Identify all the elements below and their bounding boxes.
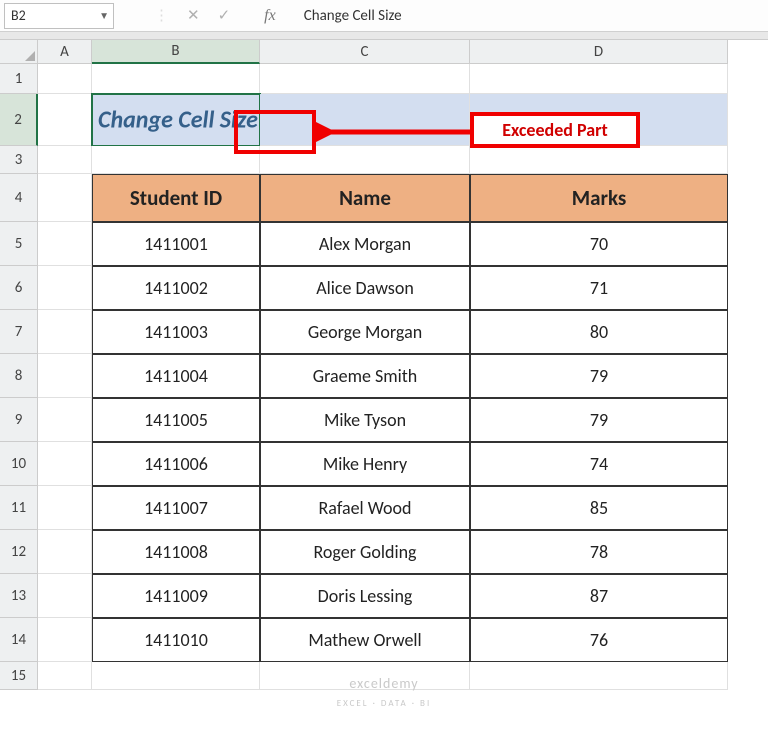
table-header-name[interactable]: Name	[260, 174, 470, 222]
formula-bar-row: B2 ▼ ⋮ ✕ ✓ fx Change Cell Size	[0, 0, 768, 32]
cell-B1[interactable]	[92, 64, 260, 94]
table-cell[interactable]: 1411007	[92, 486, 260, 530]
table-cell[interactable]: Roger Golding	[260, 530, 470, 574]
name-box-value: B2	[11, 7, 26, 24]
table-cell[interactable]: 70	[470, 222, 728, 266]
table-cell[interactable]: 79	[470, 398, 728, 442]
annotation-label-text: Exceeded Part	[502, 119, 608, 141]
row-header-5[interactable]: 5	[0, 222, 38, 266]
annotation-label: Exceeded Part	[470, 112, 640, 148]
table-header-student-id[interactable]: Student ID	[92, 174, 260, 222]
table-header-marks[interactable]: Marks	[470, 174, 728, 222]
cell-B2[interactable]: Change Cell Size	[92, 94, 260, 146]
cell-A14[interactable]	[38, 618, 92, 662]
cell-A6[interactable]	[38, 266, 92, 310]
table-cell[interactable]: 1411006	[92, 442, 260, 486]
cell-D1[interactable]	[470, 64, 728, 94]
spreadsheet-grid[interactable]: ABCD12Change Cell Size34Student IDNameMa…	[0, 40, 768, 690]
col-header-A[interactable]: A	[38, 40, 92, 64]
table-cell[interactable]: 1411003	[92, 310, 260, 354]
cell-A1[interactable]	[38, 64, 92, 94]
table-cell[interactable]: 1411004	[92, 354, 260, 398]
table-cell[interactable]: 1411005	[92, 398, 260, 442]
col-header-C[interactable]: C	[260, 40, 470, 64]
cell-D3[interactable]	[470, 146, 728, 174]
col-header-D[interactable]: D	[470, 40, 728, 64]
table-cell[interactable]: Alex Morgan	[260, 222, 470, 266]
table-cell[interactable]: 74	[470, 442, 728, 486]
cell-A12[interactable]	[38, 530, 92, 574]
cell-D15[interactable]	[470, 662, 728, 690]
cell-A11[interactable]	[38, 486, 92, 530]
cell-A3[interactable]	[38, 146, 92, 174]
row-header-4[interactable]: 4	[0, 174, 38, 222]
cell-A9[interactable]	[38, 398, 92, 442]
row-header-8[interactable]: 8	[0, 354, 38, 398]
cell-C3[interactable]	[260, 146, 470, 174]
ribbon-divider	[0, 32, 768, 40]
formula-bar-icons: ⋮ ✕ ✓ fx	[154, 6, 276, 25]
row-header-12[interactable]: 12	[0, 530, 38, 574]
table-cell[interactable]: George Morgan	[260, 310, 470, 354]
col-header-B[interactable]: B	[92, 40, 260, 64]
table-cell[interactable]: 87	[470, 574, 728, 618]
table-cell[interactable]: Mathew Orwell	[260, 618, 470, 662]
cell-B3[interactable]	[92, 146, 260, 174]
cancel-icon[interactable]: ✕	[187, 6, 200, 25]
table-cell[interactable]: 1411001	[92, 222, 260, 266]
table-cell[interactable]: 76	[470, 618, 728, 662]
cell-A2[interactable]	[38, 94, 92, 146]
table-cell[interactable]: 80	[470, 310, 728, 354]
table-cell[interactable]: 1411009	[92, 574, 260, 618]
cell-A10[interactable]	[38, 442, 92, 486]
table-cell[interactable]: 1411008	[92, 530, 260, 574]
watermark-sub: EXCEL · DATA · BI	[337, 698, 431, 709]
table-cell[interactable]: Graeme Smith	[260, 354, 470, 398]
row-header-6[interactable]: 6	[0, 266, 38, 310]
fx-icon[interactable]: fx	[264, 7, 276, 25]
row-header-13[interactable]: 13	[0, 574, 38, 618]
cell-A7[interactable]	[38, 310, 92, 354]
formula-bar-input[interactable]: Change Cell Size	[304, 7, 402, 25]
table-cell[interactable]: Alice Dawson	[260, 266, 470, 310]
row-header-7[interactable]: 7	[0, 310, 38, 354]
cell-C1[interactable]	[260, 64, 470, 94]
enter-icon[interactable]: ✓	[218, 6, 231, 25]
table-cell[interactable]: 85	[470, 486, 728, 530]
table-cell[interactable]: Mike Tyson	[260, 398, 470, 442]
row-header-10[interactable]: 10	[0, 442, 38, 486]
row-header-11[interactable]: 11	[0, 486, 38, 530]
table-cell[interactable]: 71	[470, 266, 728, 310]
name-box[interactable]: B2 ▼	[4, 3, 114, 29]
cell-A13[interactable]	[38, 574, 92, 618]
row-header-9[interactable]: 9	[0, 398, 38, 442]
cell-C15[interactable]	[260, 662, 470, 690]
row-header-3[interactable]: 3	[0, 146, 38, 174]
b2-text: Change Cell Size	[98, 105, 258, 134]
table-cell[interactable]: 1411002	[92, 266, 260, 310]
row-header-1[interactable]: 1	[0, 64, 38, 94]
separator-icon: ⋮	[154, 6, 169, 25]
cell-C2[interactable]	[260, 94, 470, 146]
table-cell[interactable]: 79	[470, 354, 728, 398]
row-header-2[interactable]: 2	[0, 94, 38, 146]
row-header-14[interactable]: 14	[0, 618, 38, 662]
table-cell[interactable]: Mike Henry	[260, 442, 470, 486]
cell-A15[interactable]	[38, 662, 92, 690]
cell-A5[interactable]	[38, 222, 92, 266]
name-box-dropdown-icon[interactable]: ▼	[99, 9, 109, 22]
table-cell[interactable]: 78	[470, 530, 728, 574]
cell-A4[interactable]	[38, 174, 92, 222]
table-cell[interactable]: Rafael Wood	[260, 486, 470, 530]
cell-A8[interactable]	[38, 354, 92, 398]
cell-B15[interactable]	[92, 662, 260, 690]
row-header-15[interactable]: 15	[0, 662, 38, 690]
table-cell[interactable]: 1411010	[92, 618, 260, 662]
select-all-corner[interactable]	[0, 40, 38, 64]
table-cell[interactable]: Doris Lessing	[260, 574, 470, 618]
